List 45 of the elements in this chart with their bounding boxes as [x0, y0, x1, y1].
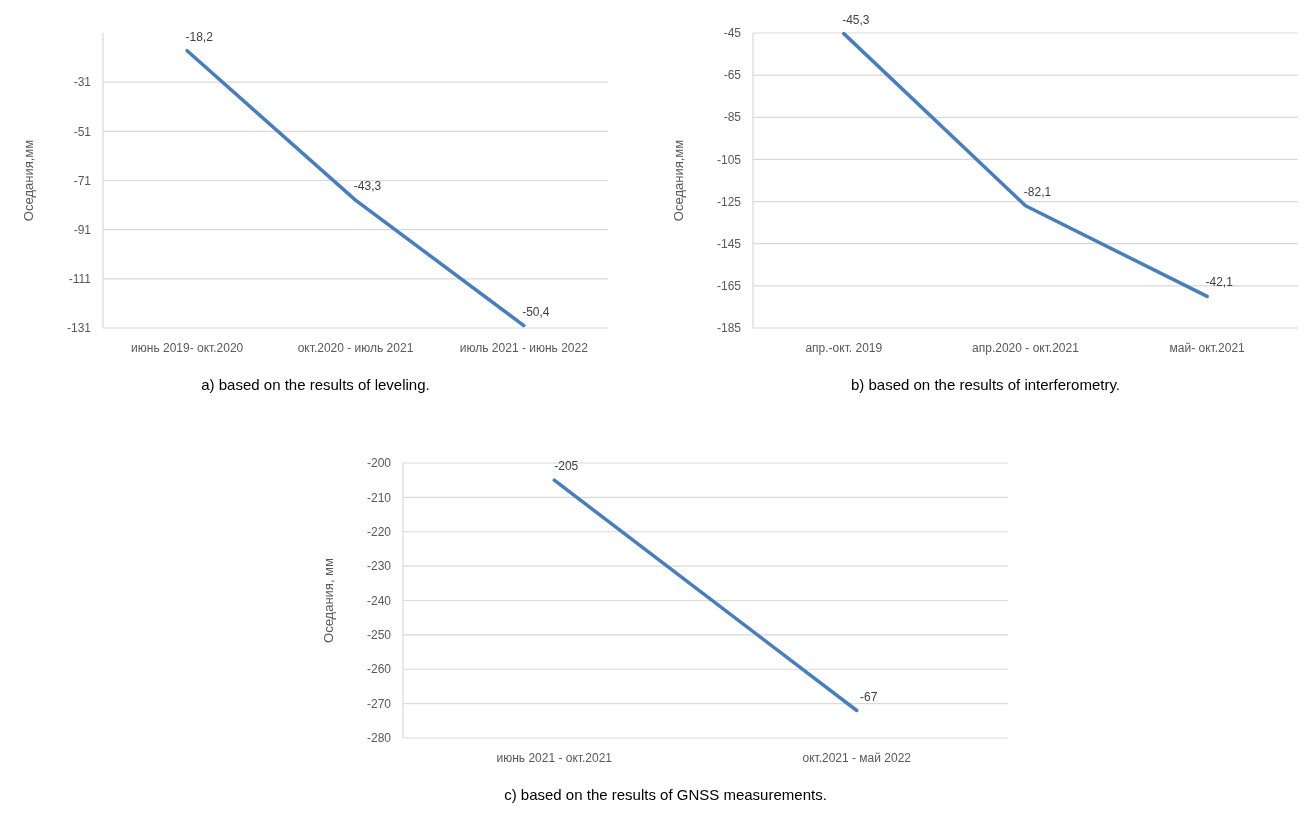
y-tick-label: -65 [723, 68, 742, 83]
x-tick-label: окт.2021 - май 2022 [802, 751, 912, 765]
annotation: -50,4 [522, 304, 550, 319]
annotation: -43,3 [353, 179, 382, 194]
y-tick-label: -280 [366, 731, 392, 746]
y-tick-label: -51 [73, 124, 92, 139]
y-tick-label: -250 [366, 628, 392, 643]
y-tick-label: -71 [73, 173, 92, 188]
x-tick-label: апр.-окт. 2019 [805, 341, 883, 355]
y-tick-label: -131 [66, 321, 92, 336]
text: b) based on the results of interferometry. [850, 376, 1121, 393]
y-tick-label: -210 [366, 490, 392, 505]
y-tick-label: -45 [723, 26, 742, 41]
y-tick-label: -31 [73, 75, 92, 90]
x-tick-label: июнь 2021 - окт.2021 [496, 751, 613, 765]
x-tick-label: июнь 2019- окт.2020 [131, 341, 244, 355]
annotation: -42,1 [1205, 275, 1234, 290]
x-tick-label: апр.2020 - окт.2021 [972, 341, 1080, 355]
y-tick-label: -125 [716, 194, 742, 209]
y-tick-label: -145 [716, 236, 742, 251]
annotation: -45,3 [842, 12, 870, 27]
y-tick-label: -200 [366, 456, 392, 471]
y-tick-label: -260 [366, 662, 392, 677]
annotation: -205 [554, 459, 579, 474]
y-tick-label: -270 [366, 696, 392, 711]
y-tick-label: -230 [366, 559, 392, 574]
annotation: -67 [860, 689, 878, 704]
y-axis-title: Оседания,мм [671, 139, 686, 222]
y-tick-label: -185 [716, 321, 742, 336]
x-tick-label: окт.2020 - июль 2021 [297, 341, 414, 355]
y-tick-label: -85 [723, 110, 742, 125]
y-tick-label: -111 [68, 272, 92, 287]
annotation: -82,1 [1023, 184, 1052, 199]
y-axis-title: Оседания,мм [21, 139, 36, 222]
y-tick-label: -220 [366, 524, 392, 539]
y-tick-label: -91 [73, 222, 92, 237]
x-tick-label: май- окт.2021 [1169, 341, 1246, 355]
text: c) based on the results of GNSS measurements. [504, 786, 827, 803]
y-axis-title: Оседания, мм [321, 557, 336, 643]
y-tick-label: -165 [716, 279, 742, 294]
y-tick-label: -240 [366, 593, 392, 608]
x-tick-label: июль 2021 - июнь 2022 [459, 341, 589, 355]
text: a) based on the results of leveling. [201, 376, 430, 393]
y-tick-label: -105 [716, 152, 742, 167]
annotation: -18,2 [185, 29, 214, 44]
